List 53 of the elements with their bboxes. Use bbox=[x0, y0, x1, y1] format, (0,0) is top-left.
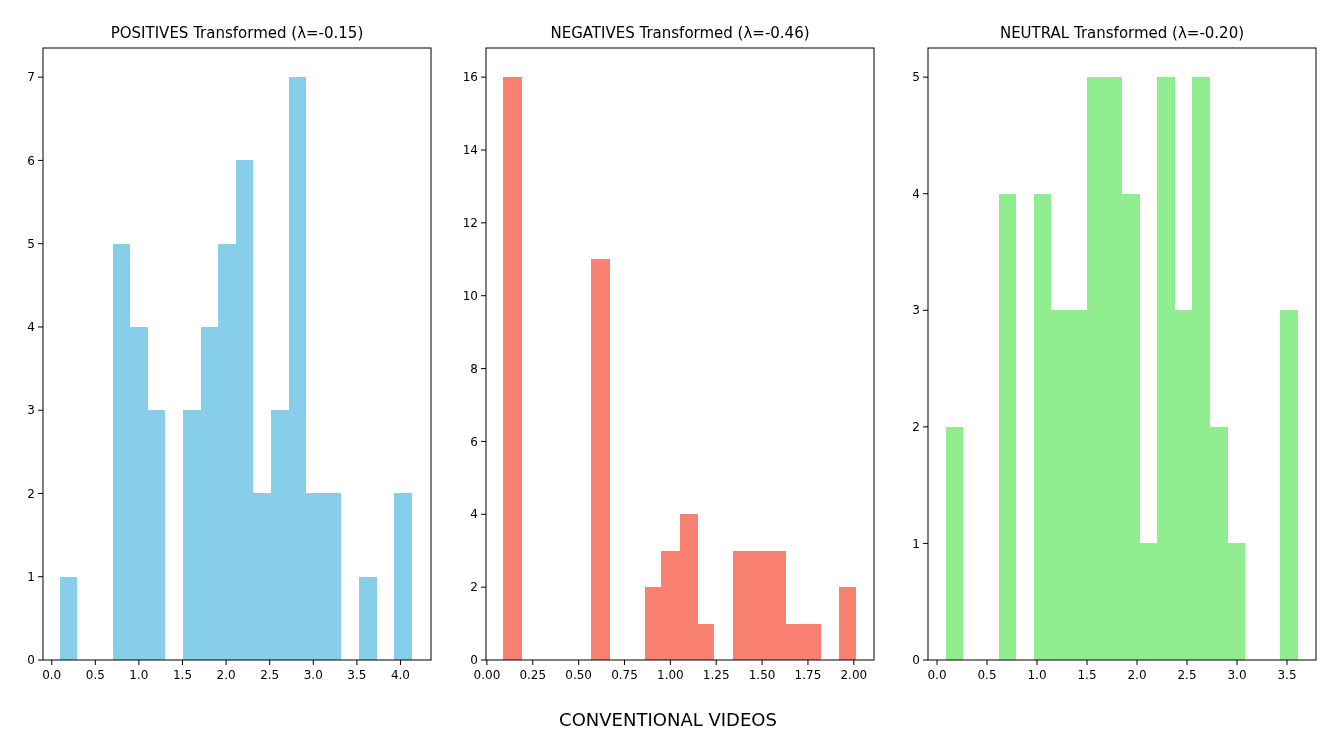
x-tick-label: 0.50 bbox=[565, 668, 592, 682]
y-tick-label: 12 bbox=[462, 216, 478, 231]
x-tick-label: 0.25 bbox=[519, 668, 547, 682]
y-tick-label: 7 bbox=[27, 70, 35, 85]
y-tick-label: 2 bbox=[27, 486, 35, 501]
y-tick-label: 6 bbox=[27, 153, 35, 168]
x-tick-label: 2.5 bbox=[260, 668, 280, 682]
x-tick-label: 2.00 bbox=[840, 668, 868, 682]
x-tick-label: 3.5 bbox=[1277, 668, 1297, 682]
chart-title: NEUTRAL Transformed (λ=-0.20) bbox=[999, 24, 1245, 42]
y-tick-label: 4 bbox=[27, 320, 35, 335]
x-tick-label: 0.0 bbox=[42, 668, 62, 682]
y-tick-label: 14 bbox=[462, 143, 478, 158]
y-tick-label: 0 bbox=[912, 653, 920, 668]
x-tick-label: 1.50 bbox=[748, 668, 776, 682]
text: CONVENTIONAL VIDEOS bbox=[559, 709, 777, 730]
y-tick-label: 2 bbox=[912, 420, 920, 435]
y-tick-label: 0 bbox=[27, 653, 35, 668]
y-tick-label: 4 bbox=[912, 186, 920, 201]
y-tick-label: 1 bbox=[27, 569, 35, 584]
y-tick-label: 1 bbox=[912, 536, 920, 551]
y-tick-label: 8 bbox=[470, 361, 478, 376]
x-tick-label: 0.5 bbox=[85, 668, 105, 682]
x-tick-label: 0.5 bbox=[977, 668, 997, 682]
x-tick-label: 0.00 bbox=[473, 668, 501, 682]
x-tick-label: 1.00 bbox=[657, 668, 684, 682]
chart-title: NEGATIVES Transformed (λ=-0.46) bbox=[550, 24, 810, 42]
y-tick-label: 3 bbox=[27, 403, 35, 418]
x-tick-label: 2.0 bbox=[216, 668, 236, 682]
x-tick-label: 1.25 bbox=[702, 668, 730, 682]
y-tick-label: 0 bbox=[470, 653, 478, 668]
chart-title: POSITIVES Transformed (λ=-0.15) bbox=[110, 24, 364, 42]
x-tick-label: 3.0 bbox=[1227, 668, 1247, 682]
y-tick-label: 10 bbox=[462, 288, 478, 303]
x-tick-label: 1.0 bbox=[1027, 668, 1047, 682]
x-tick-label: 0.75 bbox=[611, 668, 638, 682]
x-tick-label: 1.5 bbox=[172, 668, 193, 682]
x-tick-label: 2.5 bbox=[1177, 668, 1197, 682]
y-tick-label: 3 bbox=[912, 303, 920, 318]
x-tick-label: 2.0 bbox=[1127, 668, 1147, 682]
x-tick-label: 1.0 bbox=[129, 668, 149, 682]
x-tick-label: 0.0 bbox=[927, 668, 947, 682]
y-tick-label: 4 bbox=[470, 507, 478, 522]
x-tick-label: 3.5 bbox=[347, 668, 367, 682]
y-tick-label: 5 bbox=[912, 70, 920, 85]
y-tick-label: 2 bbox=[470, 580, 478, 595]
y-tick-label: 6 bbox=[470, 434, 478, 449]
y-tick-label: 5 bbox=[27, 236, 35, 251]
x-tick-label: 4.0 bbox=[390, 668, 411, 682]
x-tick-label: 3.0 bbox=[303, 668, 323, 682]
x-tick-label: 1.75 bbox=[794, 668, 822, 682]
y-tick-label: 16 bbox=[462, 70, 478, 85]
x-tick-label: 1.5 bbox=[1077, 668, 1097, 682]
